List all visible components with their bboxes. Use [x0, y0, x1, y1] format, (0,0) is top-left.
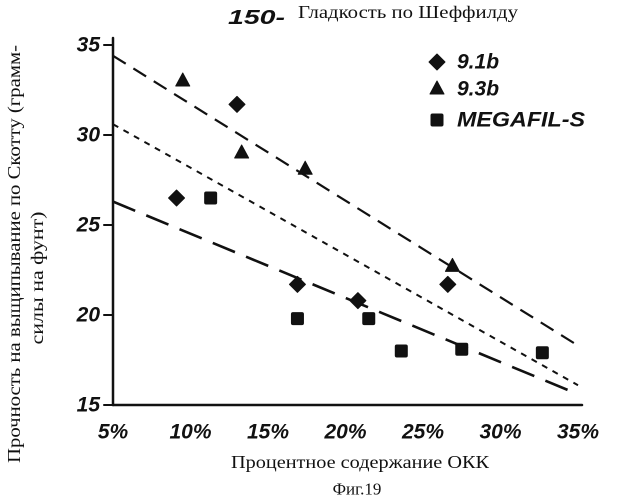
legend-diamond-marker: [429, 54, 445, 70]
triangle-marker: [235, 145, 249, 158]
y-axis-label-line-2: силы на фунт): [27, 211, 48, 344]
y-tick-label: 15: [77, 394, 101, 417]
chart-title: Гладкость по Шеффилду: [298, 2, 518, 22]
figure-caption: Фиг.19: [333, 480, 382, 499]
legend-item: 9.3b: [430, 78, 499, 101]
legend-label: 9.1b: [457, 51, 499, 74]
series-square: [205, 192, 549, 359]
scatter-chart: 150- Гладкость по Шеффилду Прочность на …: [0, 0, 626, 500]
series-triangle: [176, 73, 460, 271]
y-tick-label: 30: [77, 124, 101, 147]
square-marker: [536, 347, 548, 359]
trend-lines: [113, 56, 578, 394]
y-tick-label: 20: [76, 304, 101, 327]
legend-label: MEGAFIL-S: [457, 109, 585, 132]
x-tick-label: 30%: [479, 421, 521, 444]
top-axis-tick-label: 150-: [228, 7, 285, 29]
x-tick-label: 35%: [557, 421, 599, 444]
x-tick-label: 15%: [247, 421, 289, 444]
x-tick-label: 25%: [401, 421, 444, 444]
x-tick-label: 5%: [98, 421, 129, 444]
square-marker: [205, 192, 217, 204]
legend-triangle-marker: [430, 81, 444, 94]
square-marker: [456, 343, 468, 355]
diamond-marker: [229, 96, 245, 112]
square-marker: [395, 345, 407, 357]
patent-figure: 150- Гладкость по Шеффилду Прочность на …: [0, 0, 626, 500]
y-tick-label: 25: [76, 214, 101, 237]
legend-item: MEGAFIL-S: [431, 109, 585, 132]
square-marker: [363, 313, 375, 325]
triangle-marker: [298, 161, 312, 174]
y-axis-label-line-1: Прочность на выщипывание по Скотту (грам…: [4, 45, 25, 463]
diamond-marker: [289, 276, 305, 292]
y-axis-ticks: 15 20 25 30 35: [76, 34, 113, 417]
x-tick-label: 20%: [323, 421, 366, 444]
y-tick-label: 35: [77, 34, 101, 57]
square-marker: [291, 313, 303, 325]
diamond-marker: [169, 190, 185, 206]
legend-label: 9.3b: [457, 78, 499, 101]
legend: 9.1b 9.3b MEGAFIL-S: [429, 51, 585, 132]
trend-line: [113, 124, 578, 385]
trend-line: [113, 202, 578, 395]
diamond-marker: [440, 276, 456, 292]
legend-item: 9.1b: [429, 51, 499, 74]
triangle-marker: [176, 73, 190, 86]
x-tick-label: 10%: [169, 421, 211, 444]
x-axis-ticks: 5% 10% 15% 20% 25% 30% 35%: [98, 421, 600, 444]
x-axis-label: Процентное содержание ОКК: [231, 452, 490, 472]
trend-line: [113, 56, 578, 346]
legend-square-marker: [431, 114, 443, 126]
